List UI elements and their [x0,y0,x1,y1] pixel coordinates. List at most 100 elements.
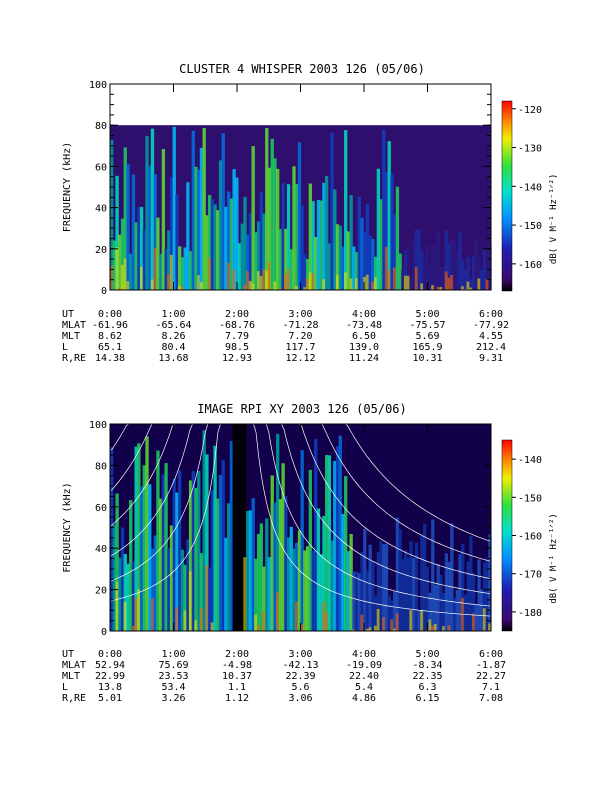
spectrogram-strip [311,201,315,290]
spectrogram-strip [461,259,465,290]
spectrogram-strip [412,237,416,290]
spectrogram-strip [180,549,185,631]
spectrogram-hotspot [300,624,304,631]
ephemeris-label: UT [62,649,75,660]
spectrogram-hotspot [243,285,247,290]
spectrogram-strip [471,572,476,631]
ephemeris-value: 22.40 [348,671,380,682]
spectrogram-hotspot [169,254,174,290]
spectrogram-strip [403,550,408,631]
spectrogram-strip [284,228,288,290]
spectrogram-hotspot [376,608,381,631]
ephemeris-value: 22.35 [412,671,443,682]
spectrogram-strip [406,245,410,290]
y-tick-label: 60 [95,162,107,173]
spectrogram-hotspot [246,271,250,290]
colorbar-tick-label: -150 [518,221,542,232]
ephemeris-value: 12.93 [221,353,253,364]
spectrogram-strip [341,514,345,631]
spectrogram-strip [213,445,217,631]
ephemeris-value: 139.0 [348,342,380,353]
ephemeris-value: -65.64 [155,320,192,331]
ephemeris-value: 14.38 [94,353,126,364]
spectrogram-strip [126,164,130,290]
spectrogram-strip [327,455,332,631]
spectrogram-hotspot [447,277,451,290]
spectrogram-strip [142,465,146,631]
spectrogram-strip [210,490,215,631]
ephemeris-label: MLT [62,331,81,342]
colorbar-label: dB( V M⁻¹ Hz⁻¹ᐟ²) [549,174,559,265]
spectrogram-hotspot [406,275,410,290]
spectrogram-strip [303,550,307,631]
spectrogram-strip [371,560,375,631]
spectrogram-strip [447,561,451,631]
spectrogram-hotspot [259,276,263,290]
spectrogram-strip [333,189,337,290]
spectrogram-strip [237,424,242,631]
spectrogram-strip [360,551,364,631]
ephemeris-value: 6:00 [478,649,504,660]
spectrogram-hotspot [188,571,193,631]
spectrogram-strip [273,158,277,290]
spectrogram-strip [300,450,304,631]
spectrogram-hotspot [153,247,157,290]
ephemeris-value: -71.28 [282,320,319,331]
ephemeris-value: 5.01 [97,693,123,704]
spectrogram-strips [110,126,492,290]
colorbar-tick-label: -180 [518,608,542,619]
ephemeris-value: -1.87 [475,660,507,671]
y-axis-label: FREQUENCY (kHz) [62,142,73,232]
spectrogram-strip [338,225,342,290]
spectrogram-strip [458,554,462,631]
spectrogram-strip [188,480,193,631]
spectrogram-strip [305,546,310,631]
spectrogram-strip [169,177,174,290]
spectrogram-strip [197,470,201,631]
spectrogram-strip [256,533,261,631]
spectrogram-strip [112,524,117,631]
spectrogram-hotspot [431,625,435,631]
spectrogram-hotspot [311,273,315,290]
spectrogram-strip [354,252,359,290]
x-axis [109,84,492,290]
spectrogram-hotspot [363,276,367,290]
spectrogram-strip [134,222,138,290]
ephemeris-value: -4.98 [221,660,253,671]
spectrogram-strip [224,206,228,290]
spectrogram-strip [442,592,446,631]
spectrogram-strip [218,475,223,631]
spectrogram-strip [158,253,163,290]
spectrogram-hotspot [199,282,204,290]
spectrogram-strip [395,186,400,290]
spectrogram-hotspot [344,272,348,290]
ephemeris-value: 22.27 [475,671,507,682]
spectrogram-strip [188,251,193,290]
spectrogram-strip [273,502,277,631]
spectrogram-strip [227,191,231,290]
spectrogram-strip [379,541,383,631]
ephemeris-value: -61.96 [91,320,129,331]
spectrogram-strip [444,553,449,631]
ephemeris-value: 6.50 [351,331,377,342]
spectrogram-strip [387,595,391,631]
spectrogram-hotspot [207,257,212,290]
spectrogram-strip [414,229,419,290]
spectrogram-strip [422,523,427,631]
ephemeris-value: 11.24 [348,353,380,364]
spectrogram-strip [346,551,351,631]
overlay-curve [240,423,490,617]
spectrogram-strip [420,250,424,290]
chart-title: CLUSTER 4 WHISPER 2003 126 (05/06) [179,62,425,76]
spectrogram-hotspot [436,287,440,290]
spectrogram-hotspot [286,268,291,290]
spectrogram-strip [295,184,299,290]
spectrogram-strip [322,515,326,631]
spectrogram-hotspot [395,613,400,631]
ephemeris-value: 4:00 [351,309,377,320]
colorbar-label: dB( V M⁻¹ Hz⁻¹ᐟ²) [549,513,559,604]
spectrogram-hotspot [488,623,492,631]
ephemeris-label: L [62,342,69,353]
spectrogram-strip [316,508,321,631]
spectrogram-strip [335,224,340,290]
